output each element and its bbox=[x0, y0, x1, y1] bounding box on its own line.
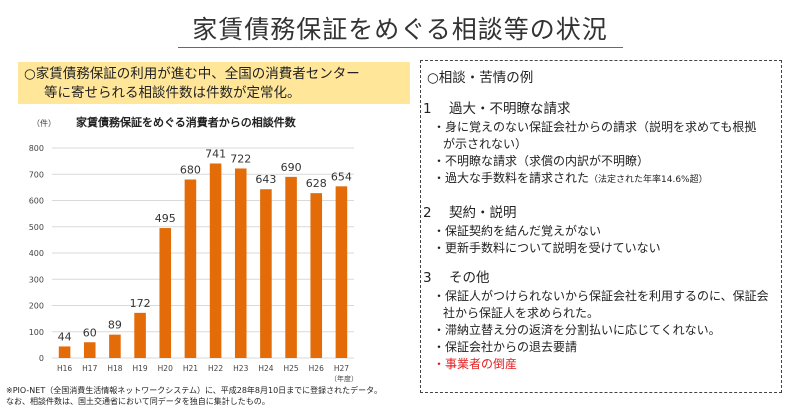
x-tick-label: H25 bbox=[283, 364, 298, 373]
footnote-line-1: ※PIO-NET（全国消費生活情報ネットワークシステム）に、平成28年8月10日… bbox=[6, 386, 382, 395]
section-heading-text: その他 bbox=[449, 270, 490, 286]
data-label: 60 bbox=[83, 326, 97, 339]
list-item: ・身に覚えのない保証会社からの請求（説明を求めても根拠が示されない） bbox=[433, 120, 757, 151]
bar bbox=[159, 228, 172, 358]
y-tick-label: 0 bbox=[39, 354, 44, 363]
x-tick-label: H24 bbox=[258, 364, 273, 373]
data-label: 44 bbox=[58, 330, 72, 343]
complaint-examples-panel: ○相談・苦情の例 1 過大・不明瞭な請求 ・身に覚えのない保証会社からの請求（説… bbox=[420, 60, 782, 393]
panel-title: ○相談・苦情の例 bbox=[427, 70, 534, 86]
footnote: ※PIO-NET（全国消費生活情報ネットワークシステム）に、平成28年8月10日… bbox=[6, 385, 426, 407]
bar bbox=[234, 168, 247, 358]
bar bbox=[83, 342, 96, 358]
list-item: ・保証会社からの退去要請 bbox=[433, 340, 578, 354]
bar bbox=[109, 334, 121, 358]
page-title: 家賃債務保証をめぐる相談等の状況 bbox=[192, 15, 608, 44]
bar bbox=[285, 176, 297, 358]
data-label: 741 bbox=[205, 147, 226, 160]
bar bbox=[310, 193, 323, 358]
section-heading: 1 過大・不明瞭な請求 bbox=[421, 99, 773, 119]
data-label: 643 bbox=[255, 173, 276, 186]
y-tick-label: 300 bbox=[29, 275, 44, 284]
section-overcharge: 1 過大・不明瞭な請求 ・身に覚えのない保証会社からの請求（説明を求めても根拠が… bbox=[421, 99, 773, 189]
data-label: 172 bbox=[130, 297, 151, 310]
x-tick-label: H26 bbox=[309, 364, 324, 373]
x-tick-label: H22 bbox=[208, 364, 223, 373]
data-label: 722 bbox=[230, 152, 251, 165]
section-heading-text: 過大・不明瞭な請求 bbox=[449, 101, 571, 117]
list-item: ・滞納立替え分の返済を分割払いに応じてくれない。 bbox=[433, 323, 721, 337]
y-tick-label: 800 bbox=[29, 144, 44, 153]
section-contract: 2 契約・説明 ・保証契約を結んだ覚えがない ・更新手数料について説明を受けてい… bbox=[421, 203, 773, 257]
section-other: 3 その他 ・保証人がつけられないから保証会社を利用するのに、保証会社から保証人… bbox=[421, 268, 773, 373]
x-tick-label: H23 bbox=[233, 364, 248, 373]
x-axis-unit-label: （年度） bbox=[330, 374, 358, 383]
data-label: 680 bbox=[180, 164, 201, 177]
bar bbox=[335, 186, 348, 358]
section-heading: 3 その他 bbox=[421, 268, 773, 288]
y-tick-label: 600 bbox=[29, 197, 44, 206]
list-item-highlight: ・事業者の倒産 bbox=[433, 357, 518, 371]
title-underline bbox=[178, 47, 623, 48]
list-item-text: ・過大な手数料を請求された bbox=[433, 171, 590, 185]
x-tick-label: H19 bbox=[132, 364, 147, 373]
summary-box: ○家賃債務保証の利用が進む中、全国の消費者センター 等に寄せられる相談件数は件数… bbox=[18, 62, 410, 104]
footnote-line-2: なお、相談件数は、国土交通省において同データを独自に集計したもの。 bbox=[6, 397, 270, 406]
section-number: 1 bbox=[423, 101, 432, 117]
section-heading-text: 契約・説明 bbox=[449, 205, 517, 221]
section-number: 3 bbox=[423, 270, 432, 286]
x-tick-label: H20 bbox=[158, 364, 173, 373]
list-item: ・不明瞭な請求（求償の内訳が不明瞭） bbox=[433, 154, 650, 168]
data-label: 690 bbox=[281, 161, 302, 174]
x-tick-label: H27 bbox=[334, 364, 349, 373]
bar bbox=[184, 179, 197, 358]
bar bbox=[260, 189, 272, 358]
y-tick-label: 100 bbox=[29, 328, 44, 337]
x-tick-label: H18 bbox=[107, 364, 122, 373]
bar bbox=[134, 312, 146, 358]
chart-title: 家賃債務保証をめぐる消費者からの相談件数 bbox=[76, 116, 296, 129]
y-tick-label: 400 bbox=[29, 249, 44, 258]
list-item: ・更新手数料について説明を受けていない bbox=[433, 241, 661, 255]
summary-line-1: ○家賃債務保証の利用が進む中、全国の消費者センター bbox=[24, 66, 360, 82]
section-heading: 2 契約・説明 bbox=[421, 203, 773, 223]
bar bbox=[58, 346, 71, 358]
list-item-note: （法定された年率14.6%超） bbox=[589, 175, 708, 185]
data-label: 89 bbox=[108, 319, 122, 332]
y-tick-label: 500 bbox=[29, 223, 44, 232]
x-tick-label: H21 bbox=[183, 364, 198, 373]
bar bbox=[209, 163, 222, 358]
summary-line-2: 等に寄せられる相談件数は件数が定常化。 bbox=[44, 85, 301, 101]
list-item: ・保証契約を結んだ覚えがない bbox=[433, 224, 602, 238]
list-item: ・保証人がつけられないから保証会社を利用するのに、保証会社から保証人を求められた… bbox=[433, 289, 769, 320]
list-item: ・過大な手数料を請求された（法定された年率14.6%超） bbox=[421, 170, 773, 189]
data-label: 654 bbox=[331, 170, 352, 183]
x-tick-label: H17 bbox=[82, 364, 97, 373]
data-label: 495 bbox=[155, 212, 176, 225]
chart-unit-label: （件） bbox=[32, 119, 56, 128]
bar-chart: 0 100 200 300 400 500 600 700 800 44 H16 60 H17 89 H18… bbox=[29, 144, 358, 383]
data-label: 628 bbox=[306, 177, 327, 190]
x-tick-label: H16 bbox=[57, 364, 72, 373]
y-tick-label: 200 bbox=[29, 302, 44, 311]
section-number: 2 bbox=[423, 205, 432, 221]
y-tick-label: 700 bbox=[29, 170, 44, 179]
